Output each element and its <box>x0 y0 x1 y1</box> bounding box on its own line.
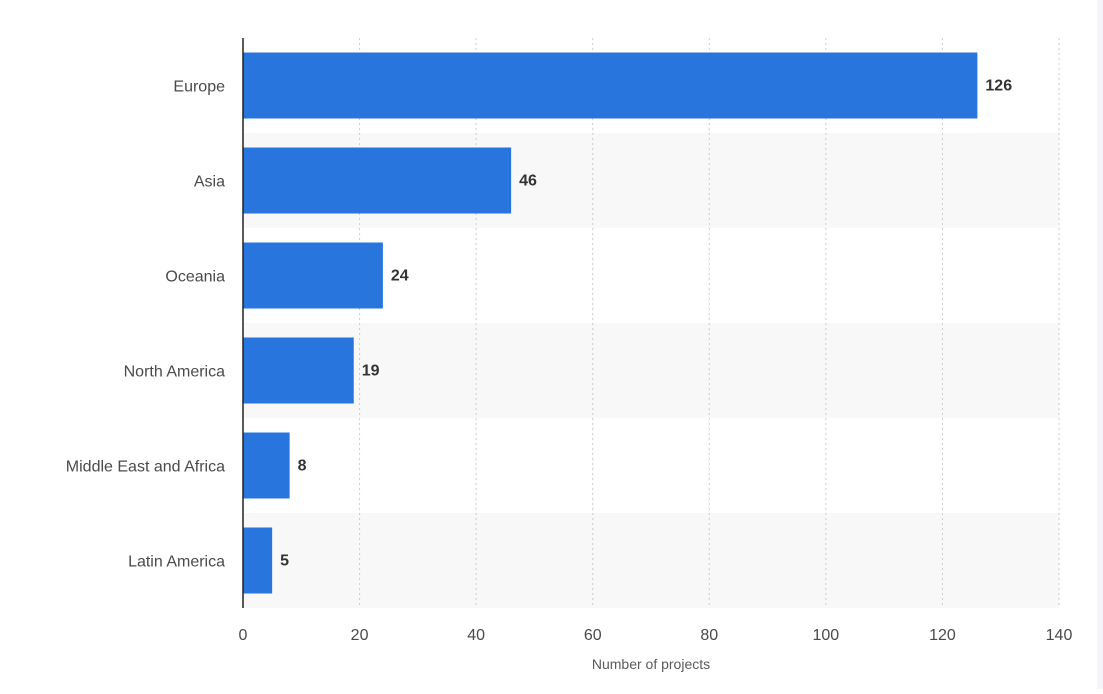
x-tick-label: 0 <box>239 627 248 644</box>
data-label: 126 <box>985 78 1012 95</box>
bar[interactable] <box>243 242 383 309</box>
x-tick-label: 140 <box>1046 627 1073 644</box>
x-tick-label: 120 <box>929 627 956 644</box>
x-axis-title: Number of projects <box>592 656 710 672</box>
x-tick-label: 20 <box>351 627 369 644</box>
x-tick-label: 100 <box>813 627 840 644</box>
row-band <box>243 513 1059 608</box>
bar[interactable] <box>243 432 290 499</box>
category-label: Europe <box>173 79 225 96</box>
category-label: North America <box>124 364 225 381</box>
category-label: Asia <box>194 174 225 191</box>
x-tick-label: 60 <box>584 627 602 644</box>
bar[interactable] <box>243 527 273 594</box>
data-label: 8 <box>298 458 307 475</box>
category-label: Middle East and Africa <box>66 459 225 476</box>
bar[interactable] <box>243 52 978 119</box>
row-band <box>243 323 1059 418</box>
data-label: 46 <box>519 173 537 190</box>
row-bands <box>243 133 1059 608</box>
x-tick-label: 40 <box>467 627 485 644</box>
data-label: 19 <box>362 363 380 380</box>
bars <box>243 52 978 594</box>
data-labels: 126 46 24 19 8 5 <box>280 78 1012 570</box>
data-label: 24 <box>391 268 409 285</box>
bar[interactable] <box>243 337 354 404</box>
category-label: Latin America <box>128 554 225 571</box>
bar[interactable] <box>243 147 512 214</box>
category-label: Oceania <box>165 269 225 286</box>
page-edge <box>1097 0 1103 689</box>
gridlines <box>359 38 1060 608</box>
x-axis-ticks: 0 20 40 60 80 100 120 140 <box>239 627 1073 644</box>
data-label: 5 <box>280 553 289 570</box>
category-labels: Europe Asia Oceania North America Middle Eas… <box>66 79 225 571</box>
x-tick-label: 80 <box>700 627 718 644</box>
